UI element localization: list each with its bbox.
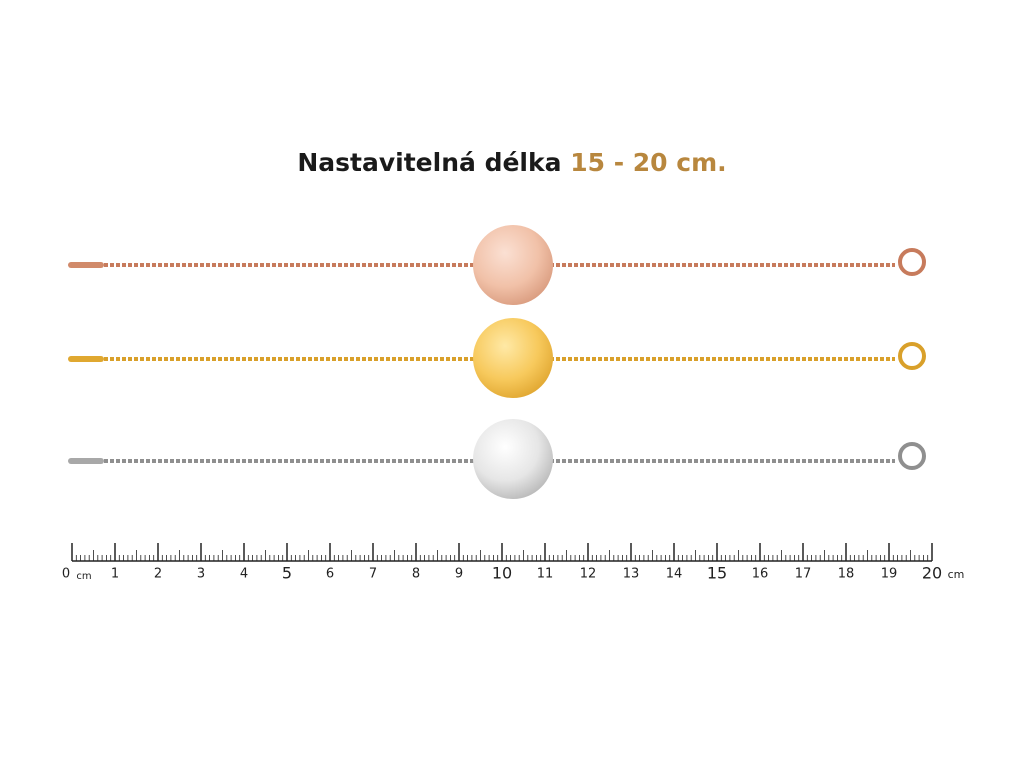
title: Nastavitelná délka 15 - 20 cm. [0,148,1024,177]
ruler-label: 16 [752,567,769,582]
ruler-label: 0 [62,567,70,582]
title-highlight: 15 - 20 cm. [570,148,727,177]
bracelet-silver [68,419,926,499]
ruler-label: 12 [580,567,597,582]
ruler-label: 15 [707,564,727,583]
ruler-label: 8 [412,567,420,582]
ruler-label: 7 [369,567,377,582]
ruler-label: 3 [197,567,205,582]
ruler-label: 2 [154,567,162,582]
ruler-label: 5 [282,564,292,583]
ruler-label: 4 [240,567,248,582]
ruler-label: 1 [111,567,119,582]
ruler-label: 18 [838,567,855,582]
title-text: Nastavitelná délka [297,148,562,177]
bracelet-rose [68,225,926,305]
ruler-label: 13 [623,567,640,582]
ruler-label: 17 [795,567,812,582]
ruler-label: 14 [666,567,683,582]
ruler-label: 10 [492,564,512,583]
ruler-label: 20 [922,564,942,583]
ruler-label: 6 [326,567,334,582]
ruler-label: 19 [881,567,898,582]
ruler-unit: cm [76,571,91,582]
ruler-label: 11 [537,567,554,582]
bracelet-gold [68,318,926,398]
ruler-unit: cm [948,568,965,581]
ruler-label: 9 [455,567,463,582]
